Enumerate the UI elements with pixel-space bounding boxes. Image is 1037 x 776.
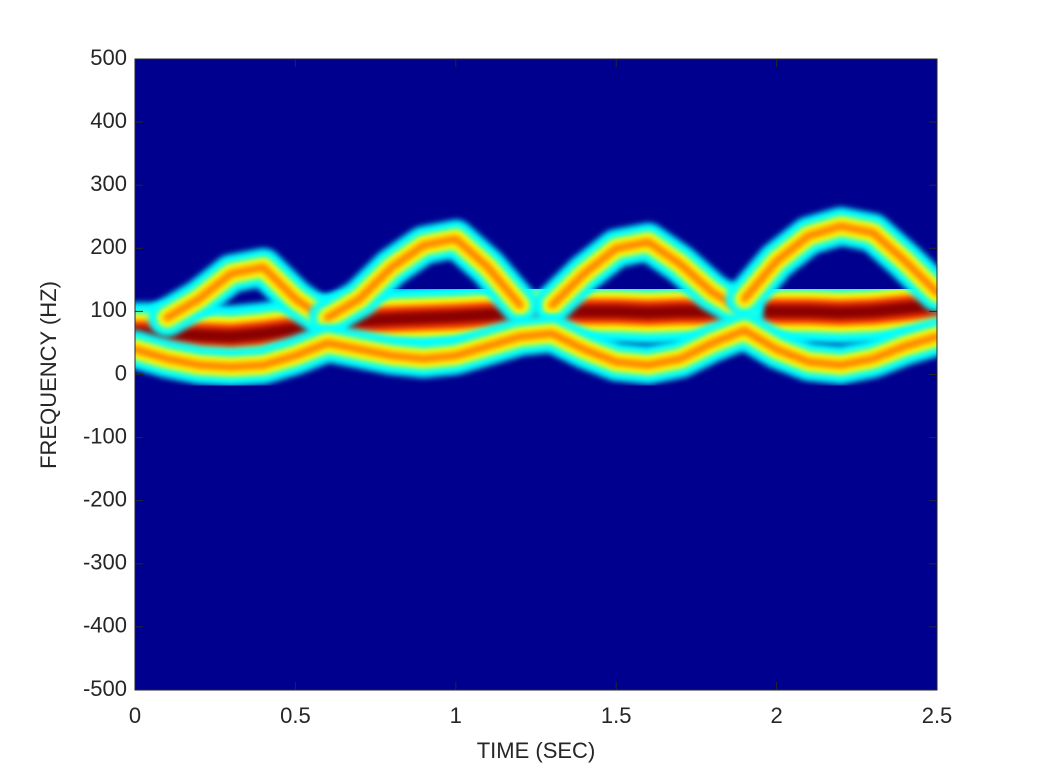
y-tick-label: 0 [115, 360, 127, 385]
y-tick-label: 200 [90, 234, 127, 259]
x-tick-label: 1 [450, 703, 462, 728]
y-tick-label: 500 [90, 45, 127, 70]
y-tick-label: 300 [90, 171, 127, 196]
x-tick-label: 0.5 [280, 703, 311, 728]
x-axis-label: TIME (SEC) [477, 738, 596, 763]
spectrogram [135, 207, 937, 386]
y-tick-label: -100 [83, 423, 127, 448]
y-tick-label: -200 [83, 487, 127, 512]
y-tick-label: -500 [83, 676, 127, 701]
x-tick-label: 2.5 [922, 703, 953, 728]
energy-ridge [135, 326, 937, 371]
y-axis-label: FREQUENCY (HZ) [36, 281, 61, 469]
energy-ridge [163, 237, 749, 325]
x-tick-label: 0 [129, 703, 141, 728]
y-tick-label: -400 [83, 613, 127, 638]
y-tick-label: 100 [90, 297, 127, 322]
y-tick-label: 400 [90, 108, 127, 133]
y-tick-label: -300 [83, 550, 127, 575]
x-tick-label: 1.5 [601, 703, 632, 728]
x-tick-label: 2 [770, 703, 782, 728]
energy-ridge [323, 222, 937, 322]
